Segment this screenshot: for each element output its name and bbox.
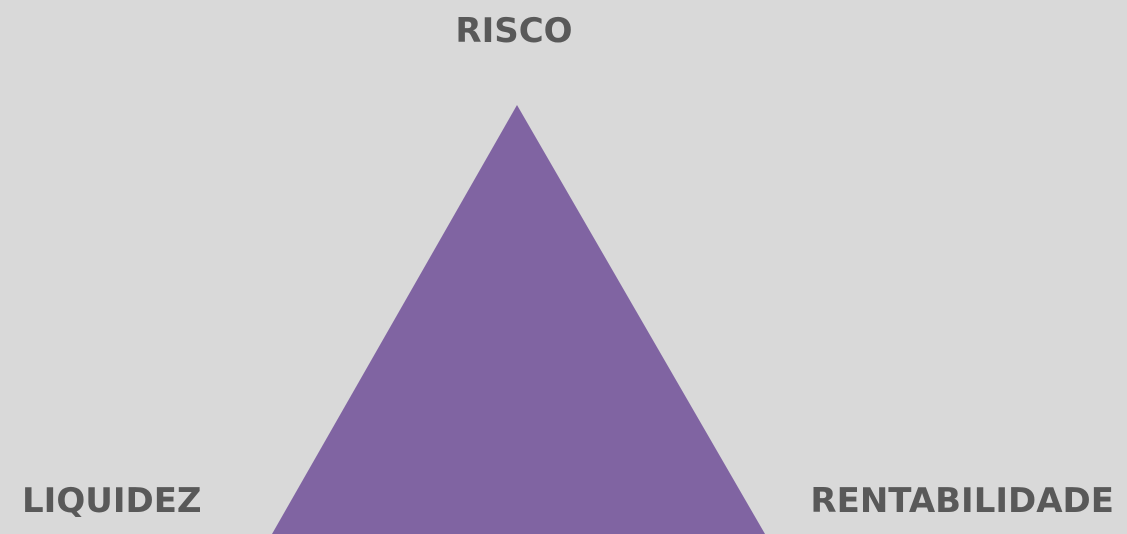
top-label: RISCO — [455, 11, 572, 51]
left-label: LIQUIDEZ — [22, 481, 202, 521]
triangle — [272, 105, 765, 534]
right-label: RENTABILIDADE — [810, 481, 1114, 521]
